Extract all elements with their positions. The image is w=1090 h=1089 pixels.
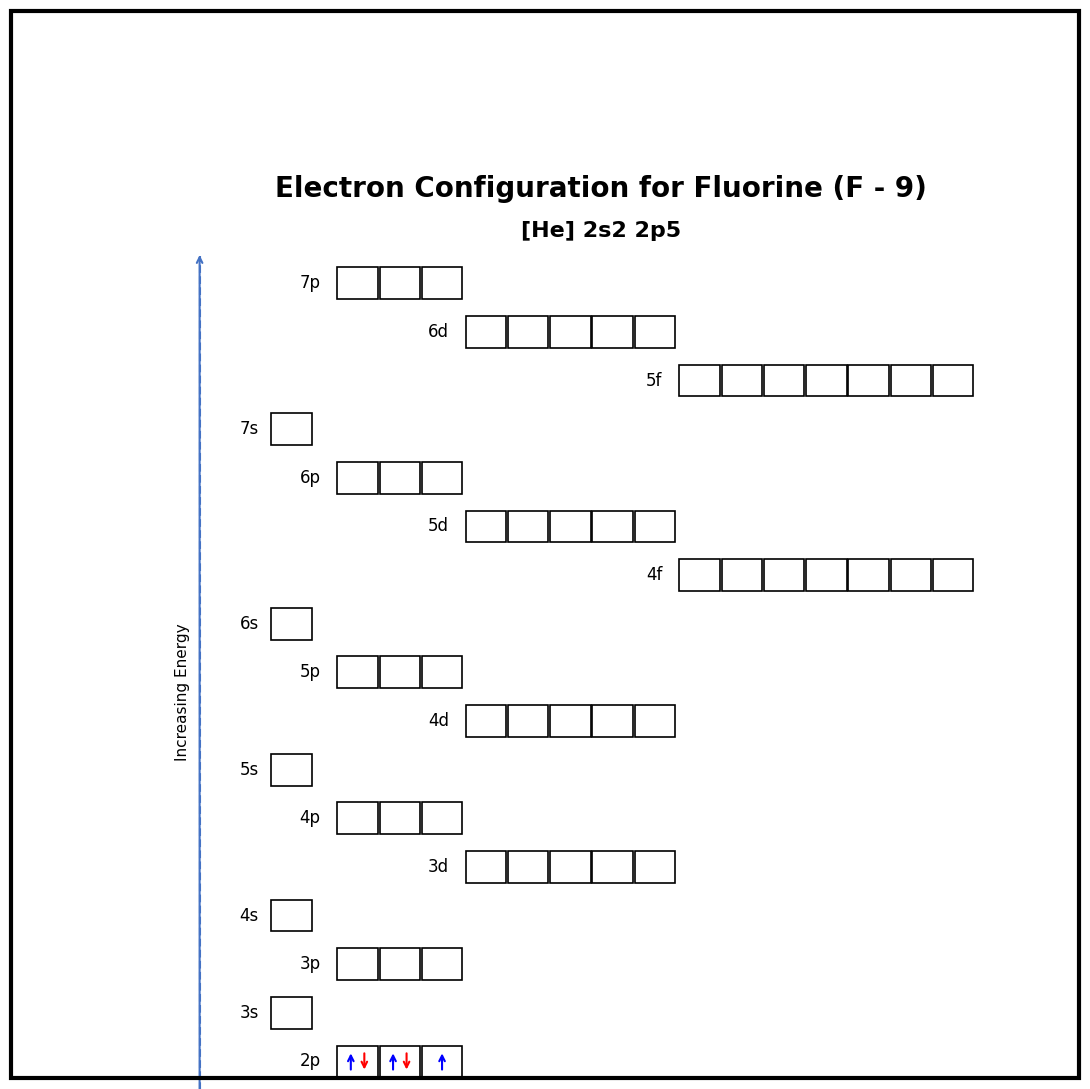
Text: 4f: 4f: [646, 566, 663, 584]
Bar: [379, 657, 420, 688]
Bar: [550, 511, 591, 542]
Text: 2p: 2p: [300, 1052, 320, 1070]
Bar: [379, 803, 420, 834]
Bar: [508, 316, 548, 347]
Text: 5s: 5s: [240, 760, 258, 779]
Bar: [271, 608, 312, 639]
Bar: [764, 365, 804, 396]
Bar: [422, 268, 462, 299]
Text: 7p: 7p: [300, 274, 320, 292]
Bar: [593, 851, 633, 883]
Text: 7s: 7s: [240, 420, 258, 438]
Bar: [891, 365, 931, 396]
Bar: [508, 705, 548, 737]
Text: 3p: 3p: [300, 955, 320, 974]
Bar: [271, 900, 312, 931]
Bar: [848, 365, 889, 396]
Bar: [422, 1045, 462, 1077]
Bar: [593, 705, 633, 737]
Bar: [550, 316, 591, 347]
Bar: [422, 803, 462, 834]
Text: 3d: 3d: [427, 858, 449, 876]
Bar: [379, 1045, 420, 1077]
Text: 5d: 5d: [427, 517, 449, 536]
Bar: [465, 705, 506, 737]
Bar: [465, 316, 506, 347]
Text: LEARNING. REVIEWS. SCHOOLS: LEARNING. REVIEWS. SCHOOLS: [865, 1050, 998, 1059]
Text: 4d: 4d: [427, 712, 449, 730]
Bar: [337, 1045, 378, 1077]
Text: 6p: 6p: [300, 469, 320, 487]
Bar: [634, 851, 675, 883]
Bar: [337, 268, 378, 299]
Text: SCHOOLMYKIDS: SCHOOLMYKIDS: [844, 1012, 1020, 1030]
Bar: [337, 803, 378, 834]
Bar: [807, 365, 847, 396]
Bar: [337, 462, 378, 493]
Bar: [593, 511, 633, 542]
Bar: [337, 949, 378, 980]
Text: [He] 2s2 2p5: [He] 2s2 2p5: [521, 221, 681, 242]
Text: 5f: 5f: [646, 371, 663, 390]
Bar: [337, 657, 378, 688]
Bar: [508, 511, 548, 542]
Bar: [679, 365, 720, 396]
Bar: [807, 559, 847, 591]
Bar: [422, 949, 462, 980]
Bar: [891, 559, 931, 591]
Bar: [634, 705, 675, 737]
Text: Electron Configuration for Fluorine (F - 9): Electron Configuration for Fluorine (F -…: [275, 175, 926, 204]
Text: 4s: 4s: [240, 906, 258, 925]
Bar: [379, 462, 420, 493]
Text: Increasing Energy: Increasing Energy: [175, 624, 191, 761]
Bar: [550, 705, 591, 737]
Bar: [722, 559, 762, 591]
Bar: [634, 316, 675, 347]
Bar: [422, 462, 462, 493]
Text: 4p: 4p: [300, 809, 320, 828]
Bar: [933, 365, 973, 396]
Bar: [722, 365, 762, 396]
Bar: [550, 851, 591, 883]
Bar: [634, 511, 675, 542]
Text: 3s: 3s: [240, 1004, 258, 1021]
Bar: [465, 511, 506, 542]
Bar: [508, 851, 548, 883]
Bar: [465, 851, 506, 883]
Text: 5p: 5p: [300, 663, 320, 682]
Bar: [379, 949, 420, 980]
Bar: [933, 559, 973, 591]
Text: 6s: 6s: [240, 614, 258, 633]
Bar: [271, 754, 312, 785]
Bar: [271, 996, 312, 1029]
Bar: [764, 559, 804, 591]
Bar: [848, 559, 889, 591]
Bar: [679, 559, 720, 591]
Bar: [271, 413, 312, 445]
Bar: [422, 657, 462, 688]
Bar: [593, 316, 633, 347]
Bar: [379, 268, 420, 299]
Text: 6d: 6d: [427, 323, 449, 341]
